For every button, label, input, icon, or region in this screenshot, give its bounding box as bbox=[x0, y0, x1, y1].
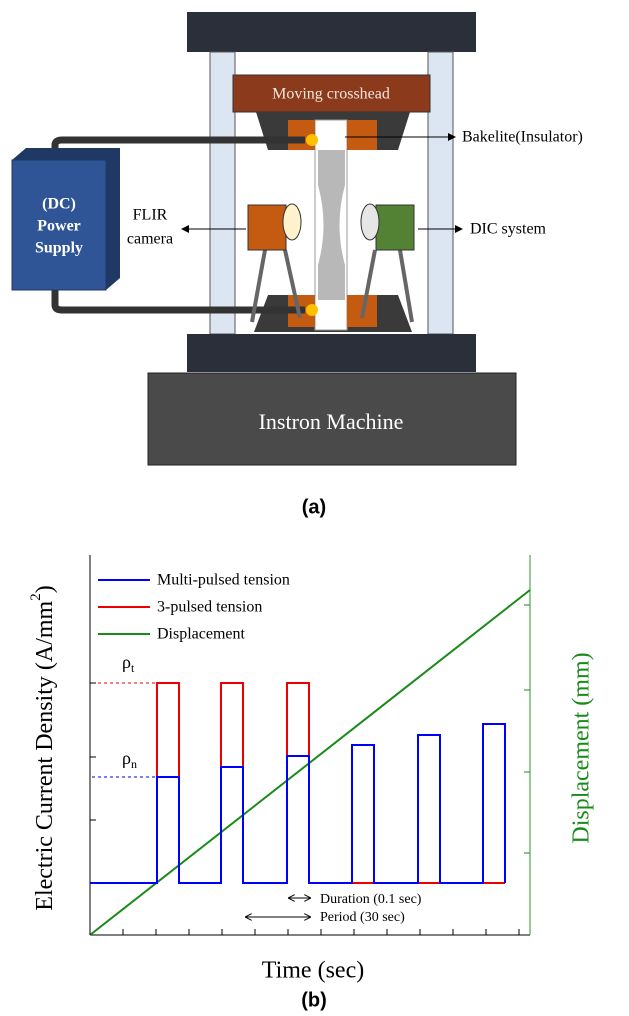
panel-a: Moving crosshead Instron Machine (DC) Po… bbox=[12, 12, 583, 518]
contact bbox=[306, 134, 318, 146]
bottom-plate bbox=[187, 334, 476, 372]
flir-label: FLIR bbox=[133, 207, 168, 224]
power-label: Power bbox=[37, 218, 81, 235]
power-label: Supply bbox=[35, 240, 83, 257]
camera-lens bbox=[283, 204, 301, 240]
period-label: Period (30 sec) bbox=[320, 910, 405, 925]
dic-label: DIC system bbox=[470, 221, 547, 238]
top-plate bbox=[187, 12, 476, 52]
crosshead-label: Moving crosshead bbox=[272, 86, 390, 103]
x-axis-label: Time (sec) bbox=[262, 958, 364, 984]
figure: Moving crosshead Instron Machine (DC) Po… bbox=[0, 0, 629, 1016]
pulse-3 bbox=[221, 683, 243, 767]
dic-camera bbox=[376, 205, 414, 250]
pulse-3 bbox=[157, 683, 179, 777]
y-axis-label: Electric Current Density (A/mm2) bbox=[28, 585, 57, 910]
pulse-3 bbox=[287, 683, 309, 756]
flir-camera bbox=[248, 205, 286, 250]
legend-label: 3-pulsed tension bbox=[157, 599, 262, 616]
camera-lens bbox=[361, 204, 379, 240]
insulator-label: Bakelite(Insulator) bbox=[462, 129, 583, 146]
rho-n: ρn bbox=[122, 748, 137, 771]
insulator bbox=[347, 120, 377, 150]
caption: (a) bbox=[302, 496, 326, 518]
contact bbox=[306, 304, 318, 316]
power-label: (DC) bbox=[42, 196, 76, 213]
flir-label: camera bbox=[127, 231, 173, 248]
machine-label: Instron Machine bbox=[259, 409, 404, 434]
column bbox=[210, 52, 235, 334]
panel-b: ρt ρn Multi-pulsed tension 3-pulsed tens… bbox=[28, 555, 594, 1011]
caption: (b) bbox=[301, 989, 327, 1011]
legend-label: Displacement bbox=[157, 626, 246, 643]
pulse-multi bbox=[90, 724, 505, 883]
legend-label: Multi-pulsed tension bbox=[157, 572, 290, 589]
duration-label: Duration (0.1 sec) bbox=[320, 892, 422, 907]
column bbox=[428, 52, 453, 334]
rho-t: ρt bbox=[122, 652, 135, 675]
y2-axis-label: Displacement (mm) bbox=[569, 652, 595, 843]
